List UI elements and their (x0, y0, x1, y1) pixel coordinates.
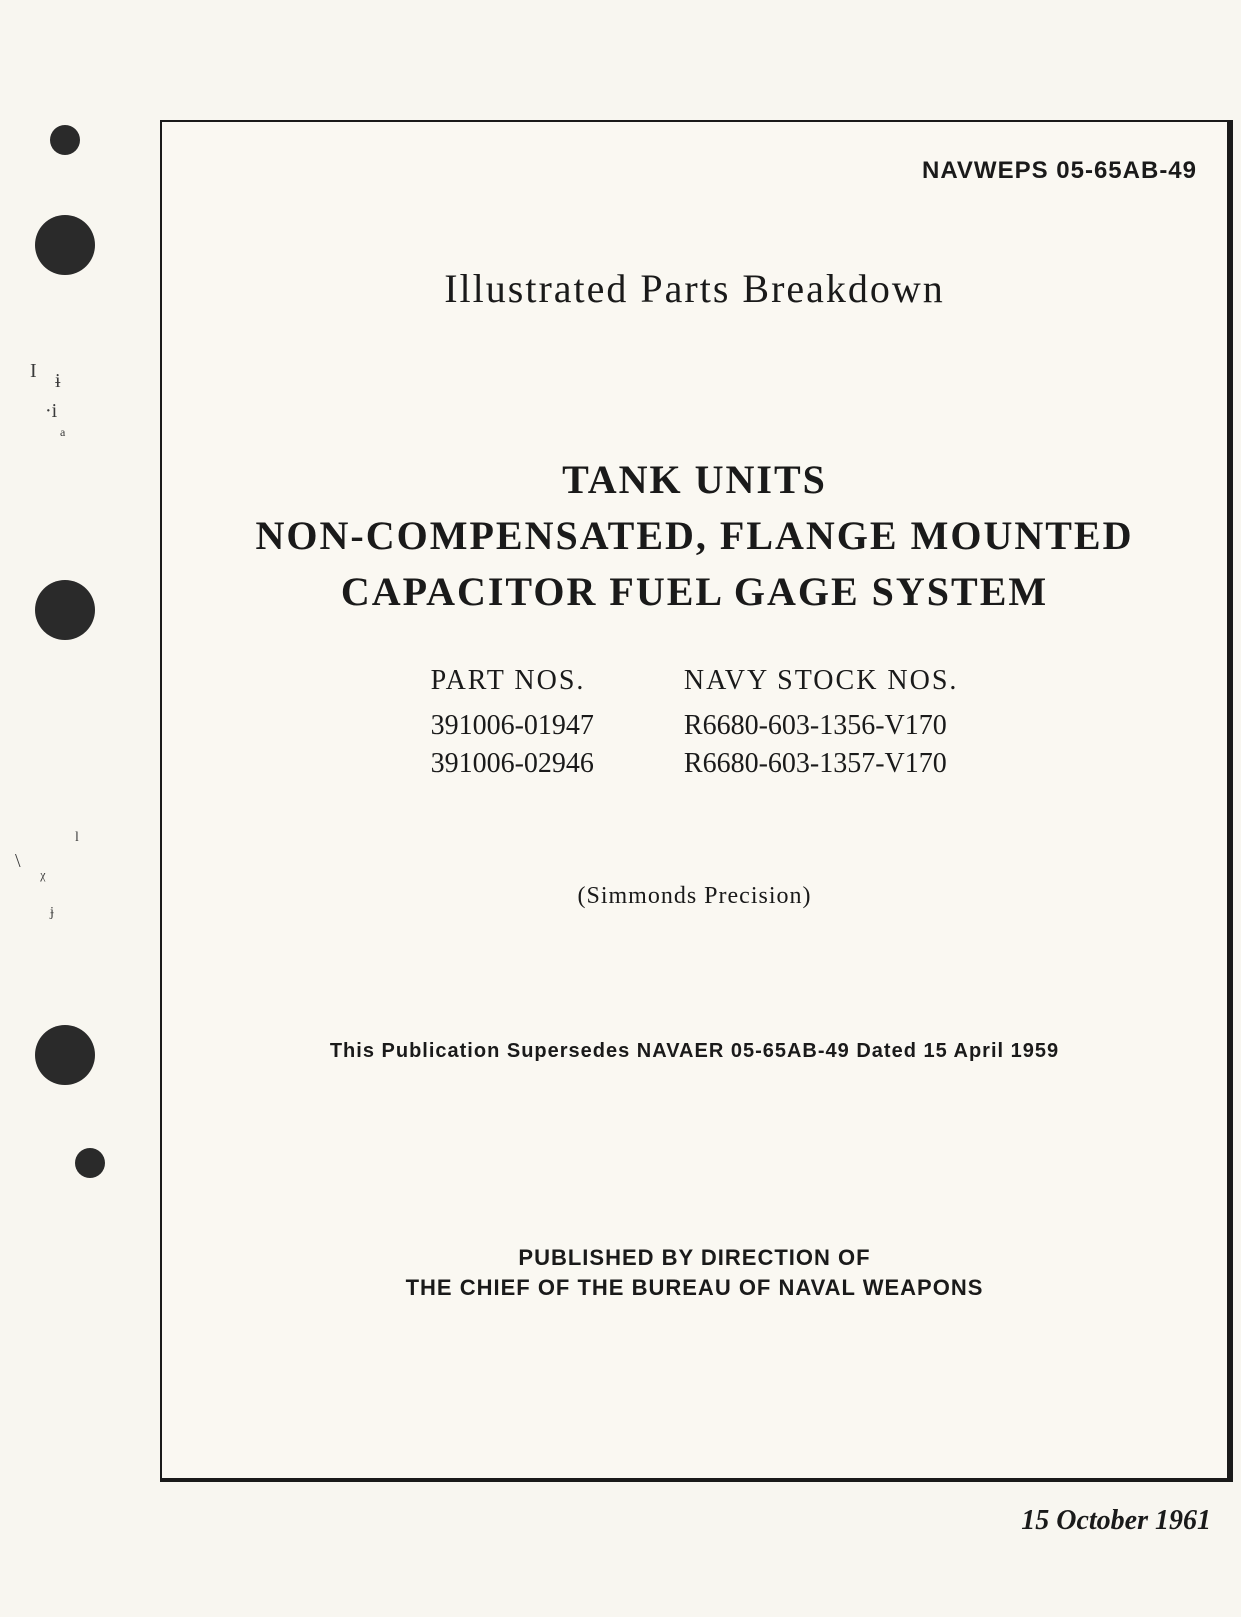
scan-debris: a (60, 425, 65, 440)
binding-hole (35, 215, 95, 275)
main-title-line: NON-COMPENSATED, FLANGE MOUNTED (192, 508, 1197, 564)
part-nos-header: PART NOS. (431, 665, 594, 697)
part-number: 391006-02946 (431, 745, 594, 783)
supersedes-notice: This Publication Supersedes NAVAER 05-65… (192, 1040, 1197, 1063)
scan-debris: ɉ (50, 905, 54, 921)
main-title: TANK UNITS NON-COMPENSATED, FLANGE MOUNT… (192, 452, 1197, 620)
publisher-line: THE CHIEF OF THE BUREAU OF NAVAL WEAPONS (192, 1273, 1197, 1304)
part-numbers-column: PART NOS. 391006-01947 391006-02946 (431, 665, 594, 783)
document-frame: NAVWEPS 05-65AB-49 Illustrated Parts Bre… (160, 120, 1233, 1482)
binding-hole (35, 580, 95, 640)
binding-holes (20, 0, 100, 1617)
scan-debris: I (30, 360, 37, 383)
main-title-line: TANK UNITS (192, 452, 1197, 508)
publisher-line: PUBLISHED BY DIRECTION OF (192, 1243, 1197, 1274)
page-container: I ɨ ·i a l \ ᵪ ɉ NAVWEPS 05-65AB-49 Illu… (0, 0, 1241, 1617)
binding-hole (50, 125, 80, 155)
section-title: Illustrated Parts Breakdown (192, 265, 1197, 312)
publication-date: 15 October 1961 (1021, 1505, 1211, 1537)
scan-debris: \ (15, 850, 21, 873)
scan-debris: ɨ (55, 370, 61, 393)
manufacturer: (Simmonds Precision) (192, 883, 1197, 910)
navy-stock-column: NAVY STOCK NOS. R6680-603-1356-V170 R668… (684, 665, 959, 783)
navy-stock-header: NAVY STOCK NOS. (684, 665, 959, 697)
binding-hole (75, 1148, 105, 1178)
part-number: 391006-01947 (431, 707, 594, 745)
navy-stock-number: R6680-603-1357-V170 (684, 745, 959, 783)
scan-debris: ᵪ (40, 860, 46, 883)
binding-hole (35, 1025, 95, 1085)
navy-stock-number: R6680-603-1356-V170 (684, 707, 959, 745)
scan-debris: ·i (45, 400, 57, 423)
main-title-line: CAPACITOR FUEL GAGE SYSTEM (192, 564, 1197, 620)
publisher: PUBLISHED BY DIRECTION OF THE CHIEF OF T… (192, 1243, 1197, 1305)
parts-section: PART NOS. 391006-01947 391006-02946 NAVY… (192, 665, 1197, 783)
scan-debris: l (75, 830, 79, 846)
document-number: NAVWEPS 05-65AB-49 (192, 157, 1197, 185)
